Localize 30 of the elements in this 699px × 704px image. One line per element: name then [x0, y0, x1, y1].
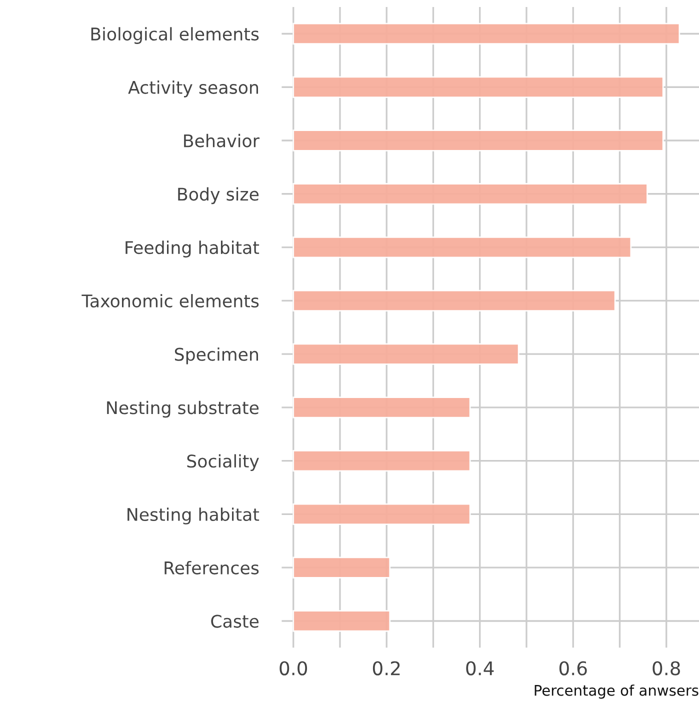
- bar: [292, 76, 664, 98]
- y-tick-label: Nesting habitat: [128, 508, 260, 524]
- bar: [292, 610, 391, 632]
- y-tick-label: Caste: [211, 614, 259, 628]
- y-tick-label: Biological elements: [91, 27, 259, 44]
- x-tick-label: 0.2: [372, 661, 400, 676]
- y-tick-label: Taxonomic elements: [82, 294, 259, 308]
- x-tick-label: 0.4: [466, 661, 494, 676]
- y-tick-label: References: [164, 561, 259, 574]
- bar: [292, 503, 471, 526]
- bar: [292, 450, 471, 472]
- bar: [292, 556, 391, 578]
- y-tick-label: Behavior: [184, 134, 260, 148]
- y-tick-label: Feeding habitat: [126, 240, 260, 258]
- bar: [292, 183, 648, 205]
- x-tick-label: 0.6: [559, 661, 587, 676]
- bar: [292, 236, 632, 258]
- bar: [292, 396, 471, 418]
- bar: [292, 130, 664, 152]
- x-axis-title: Percentage of anwsers: [534, 684, 698, 699]
- y-tick-label: Sociality: [187, 454, 259, 472]
- y-tick-label: Activity season: [128, 80, 258, 98]
- y-tick-label: Body size: [178, 187, 259, 204]
- y-tick-label: Specimen: [174, 347, 258, 364]
- bar: [292, 343, 520, 365]
- x-tick-label: 0.0: [280, 661, 308, 676]
- bar: [292, 290, 616, 312]
- x-tick-label: 0.8: [652, 661, 680, 676]
- y-tick-label: Nesting substrate: [107, 400, 259, 418]
- bar: [292, 22, 680, 45]
